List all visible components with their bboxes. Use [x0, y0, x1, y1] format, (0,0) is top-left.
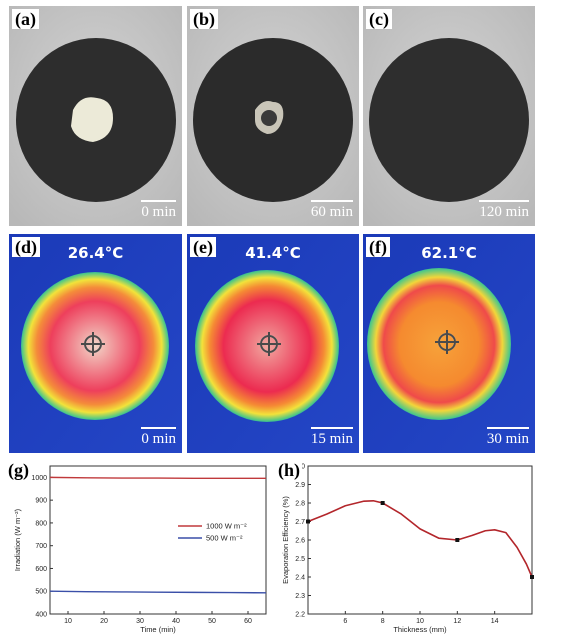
x-tick-label: 50: [208, 618, 216, 625]
legend-label: 1000 W m⁻²: [206, 522, 247, 531]
x-tick-label: 6: [343, 618, 347, 625]
panel-label-a: (a): [12, 9, 39, 29]
y-tick-label: 600: [35, 566, 47, 573]
time-text-c: 120 min: [479, 204, 529, 220]
time-text-d: 0 min: [141, 431, 176, 447]
temperature-d: 26.4°C: [67, 244, 124, 262]
panel-label-c: (c): [366, 9, 392, 29]
scale-bar: [310, 427, 353, 429]
crosshair-icon: [81, 332, 105, 356]
scale-bar: [141, 200, 176, 202]
y-tick-label: 2.6: [295, 538, 305, 545]
panel-label-e: (e): [190, 237, 216, 257]
y-tick-label: 2.8: [295, 501, 305, 508]
salt-crystal: [71, 97, 113, 142]
thermal-panel-e: (e) 41.4°C 15 min: [187, 234, 359, 453]
scale-bar: [486, 427, 529, 429]
x-tick-label: 8: [381, 618, 385, 625]
temperature-f: 62.1°C: [421, 244, 477, 262]
series-line: [49, 476, 266, 479]
heat-spot: [195, 270, 339, 422]
y-tick-label: 2.5: [295, 556, 305, 563]
thermal-panel-f: (f) 62.1°C 30 min: [363, 234, 535, 453]
y-axis-label: Evaporation Efficiency (%): [281, 496, 290, 584]
time-text-e: 15 min: [310, 431, 353, 447]
time-label-f: 30 min: [486, 427, 529, 447]
panel-label-d: (d): [12, 237, 40, 257]
scale-bar: [310, 200, 353, 202]
panel-label-b: (b): [190, 9, 218, 29]
time-label-c: 120 min: [479, 200, 529, 220]
y-tick-label: 500: [35, 589, 47, 596]
legend-label: 500 W m⁻²: [206, 534, 243, 543]
chart-g-panel: 10 20 30 40 50 60 400 500 600 700 800 900 1000 Time (…: [6, 460, 274, 634]
photo-panel-c: (c) 120 min: [363, 6, 535, 226]
time-text-a: 0 min: [141, 204, 176, 220]
photo-panel-a: (a) 0 min: [9, 6, 182, 226]
x-axis-label: Time (min): [140, 625, 176, 634]
plot-frame: [49, 465, 267, 615]
chart-g: 10 20 30 40 50 60 400 500 600 700 800 900 1000 Time (…: [13, 465, 267, 634]
thermal-e-image: [187, 234, 359, 453]
photo-c-image: [363, 6, 535, 226]
y-tick-label: 900: [35, 498, 47, 505]
panel-label-h: (h): [276, 460, 302, 480]
photo-b-image: [187, 6, 359, 226]
time-text-f: 30 min: [486, 431, 529, 447]
x-tick-label: 30: [136, 618, 144, 625]
panel-label-g: (g): [6, 460, 31, 480]
x-axis-label: Thickness (mm): [393, 625, 447, 634]
crosshair-icon: [435, 330, 459, 354]
x-tick-label: 40: [172, 618, 180, 625]
y-tick-label: 2.3: [295, 593, 305, 600]
y-axis-label: Irradiation (W m⁻²): [13, 508, 22, 571]
x-tick-label: 14: [491, 618, 499, 625]
data-point: [455, 538, 460, 542]
photo-a-image: [9, 6, 182, 226]
time-text-b: 60 min: [310, 204, 353, 220]
scale-bar: [479, 200, 529, 202]
thermal-d-image: [9, 234, 182, 453]
y-tick-label: 2.7: [295, 519, 305, 526]
thermal-f-image: [363, 234, 535, 453]
chart-h: 681012142.22.32.42.52.62.72.82.93.0Thick…: [281, 464, 534, 634]
plot-frame: [307, 465, 533, 615]
absorber-disk: [369, 38, 529, 202]
time-label-e: 15 min: [310, 427, 353, 447]
heat-spot: [21, 272, 169, 420]
y-tick-label: 2.2: [295, 612, 305, 619]
y-tick-label: 800: [35, 520, 47, 527]
temperature-e: 41.4°C: [245, 244, 301, 262]
series-line: [49, 590, 267, 594]
panel-label-f: (f): [366, 237, 390, 257]
x-tick-label: 20: [100, 618, 108, 625]
x-tick-label: 10: [416, 618, 424, 625]
y-tick-label: 700: [35, 543, 47, 550]
y-tick-label: 400: [35, 612, 47, 619]
y-tick-label: 2.4: [295, 575, 305, 582]
crosshair-icon: [257, 332, 281, 356]
time-label-a: 0 min: [141, 200, 176, 220]
chart-h-panel: 681012142.22.32.42.52.62.72.82.93.0Thick…: [276, 460, 538, 634]
data-point: [380, 501, 385, 505]
x-tick-label: 10: [64, 618, 72, 625]
scale-bar: [141, 427, 176, 429]
x-tick-label: 12: [453, 618, 461, 625]
y-tick-label: 1000: [31, 475, 47, 482]
data-point: [530, 575, 534, 579]
data-point: [306, 519, 310, 524]
efficiency-curve: [307, 499, 533, 578]
time-label-d: 0 min: [141, 427, 176, 447]
x-tick-label: 60: [244, 618, 252, 625]
y-tick-label: 2.9: [295, 482, 305, 489]
time-label-b: 60 min: [310, 200, 353, 220]
photo-panel-b: (b) 60 min: [187, 6, 359, 226]
thermal-panel-d: (d) 26.4°C 0 min: [9, 234, 182, 453]
